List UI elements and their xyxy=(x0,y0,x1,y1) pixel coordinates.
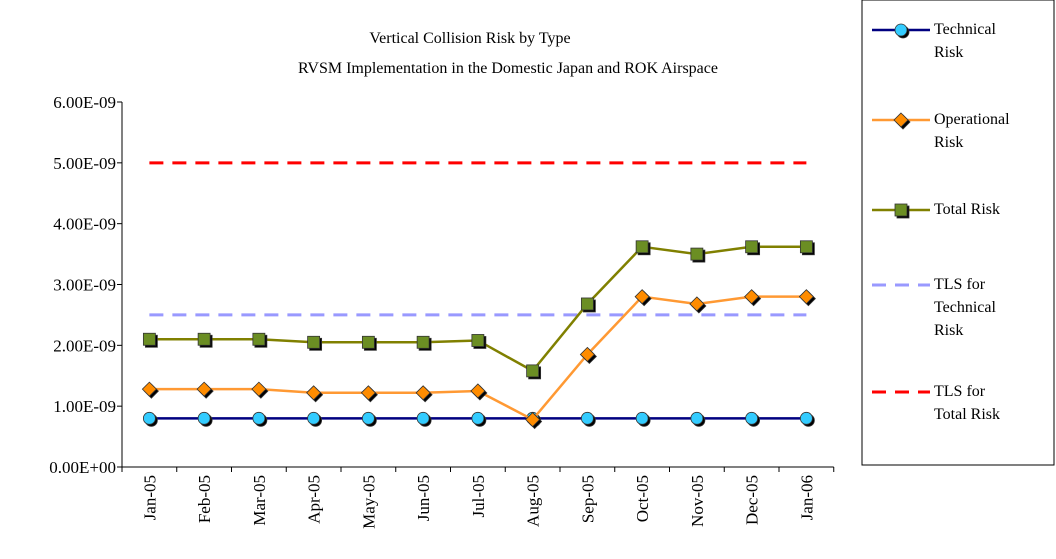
data-point xyxy=(470,383,486,399)
x-tick-label: Jun-05 xyxy=(414,475,433,521)
data-point xyxy=(471,411,485,425)
x-tick-label: Apr-05 xyxy=(305,475,324,524)
data-point xyxy=(745,240,759,254)
data-point xyxy=(307,335,321,349)
data-point xyxy=(690,411,704,425)
data-point xyxy=(252,411,266,425)
x-tick-label: Sep-05 xyxy=(578,475,597,523)
data-point xyxy=(799,240,813,254)
data-point xyxy=(635,240,649,254)
data-point xyxy=(142,411,156,425)
y-tick-label: 0.00E+00 xyxy=(49,458,116,477)
data-point xyxy=(579,346,595,363)
data-point xyxy=(526,364,540,378)
x-tick-label: May-05 xyxy=(359,475,378,529)
data-point xyxy=(197,332,211,346)
x-tick-label: Jul-05 xyxy=(469,475,488,518)
data-point xyxy=(361,411,375,425)
data-point xyxy=(690,247,704,261)
series-line xyxy=(149,245,807,373)
data-point xyxy=(252,332,266,346)
data-point xyxy=(416,335,430,349)
data-point xyxy=(142,332,156,346)
x-tick-label: Oct-05 xyxy=(633,475,652,522)
x-tick-label: Jan-05 xyxy=(140,475,159,520)
data-point xyxy=(415,385,431,401)
data-point xyxy=(689,296,705,312)
x-tick-label: Aug-05 xyxy=(524,475,543,527)
y-tick-label: 5.00E-09 xyxy=(53,154,116,173)
data-point xyxy=(798,289,814,305)
data-point xyxy=(580,411,594,425)
x-tick-label: Mar-05 xyxy=(250,475,269,526)
data-point xyxy=(307,411,321,425)
data-point xyxy=(580,297,594,311)
data-point xyxy=(635,411,649,425)
legend-label: Operational Risk xyxy=(934,111,1010,151)
data-point xyxy=(745,411,759,425)
x-tick-label: Nov-05 xyxy=(688,475,707,527)
data-point xyxy=(197,411,211,425)
y-tick-label: 1.00E-09 xyxy=(53,397,116,416)
data-point xyxy=(196,381,212,397)
chart-subtitle: RVSM Implementation in the Domestic Japa… xyxy=(298,60,718,77)
y-tick-label: 2.00E-09 xyxy=(53,336,116,355)
data-point xyxy=(471,334,485,347)
data-point xyxy=(525,411,541,428)
x-tick-label: Jan-06 xyxy=(797,475,816,520)
legend-marker xyxy=(894,203,908,217)
legend-marker xyxy=(893,112,909,128)
legend-label: TLS for Technical Risk xyxy=(934,276,996,339)
y-tick-label: 4.00E-09 xyxy=(53,215,116,234)
legend-marker xyxy=(894,23,908,37)
chart-title: Vertical Collision Risk by Type xyxy=(369,30,570,47)
data-point xyxy=(360,385,376,401)
data-point xyxy=(361,335,375,349)
legend-label: TLS for Total Risk xyxy=(934,383,1000,423)
legend-box xyxy=(861,0,1055,466)
legend-label: Total Risk xyxy=(934,201,1000,218)
x-tick-label: Feb-05 xyxy=(195,475,214,523)
y-tick-label: 6.00E-09 xyxy=(53,93,116,112)
data-point xyxy=(799,411,813,425)
data-point xyxy=(744,289,760,305)
data-point xyxy=(306,385,322,401)
data-point xyxy=(141,381,157,397)
data-point xyxy=(416,411,430,425)
data-point xyxy=(251,381,267,397)
x-tick-label: Dec-05 xyxy=(743,475,762,525)
data-point xyxy=(634,289,650,305)
legend-label: Technical Risk xyxy=(934,21,996,61)
y-tick-label: 3.00E-09 xyxy=(53,276,116,295)
